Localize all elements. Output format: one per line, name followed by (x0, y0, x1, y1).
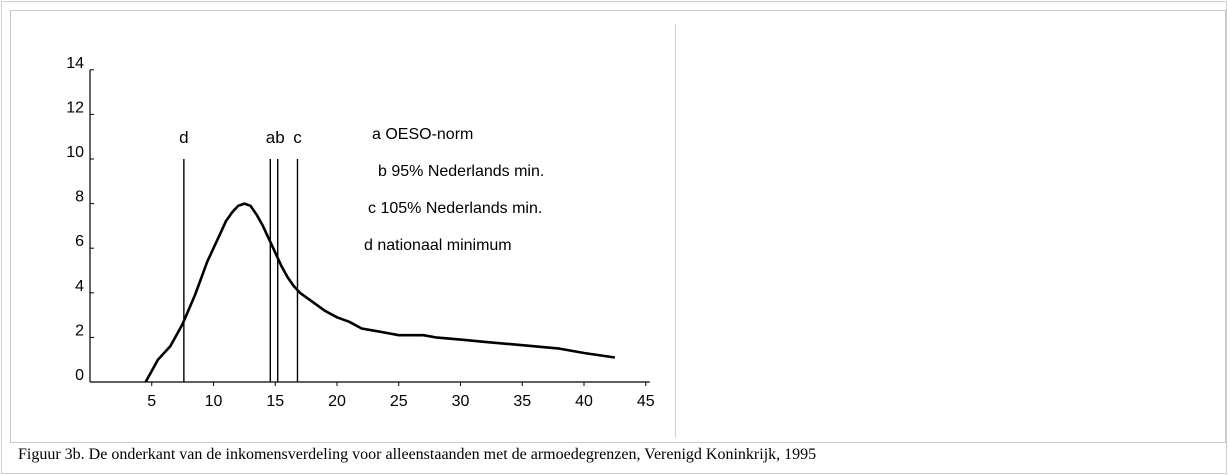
x-tick-label: 20 (328, 393, 346, 410)
y-tick-label: 10 (66, 144, 84, 161)
income-distribution-chart: 0 2 4 6 8 10 12 14 5 10 15 20 25 30 35 40 45 d ab c a OESO-n… (66, 55, 654, 410)
x-tick-label: 30 (452, 393, 470, 410)
figure-caption: Figuur 3b. De onderkant van de inkomensv… (18, 446, 817, 463)
panel-divider (675, 24, 676, 438)
y-tick-label: 8 (75, 189, 84, 206)
distribution-curve (144, 202, 616, 383)
y-tick-label: 2 (75, 322, 84, 339)
x-tick-label: 15 (266, 393, 284, 410)
x-tick-label: 5 (147, 393, 156, 410)
legend-entry: d nationaal minimum (364, 237, 512, 254)
y-tick-label: 4 (75, 278, 84, 295)
x-tick-label: 45 (637, 393, 654, 410)
y-tick-label: 6 (75, 233, 84, 250)
y-tick-label: 14 (66, 55, 84, 72)
y-tick-label: 12 (66, 99, 84, 116)
x-tick-label: 35 (513, 393, 531, 410)
legend-entry: b 95% Nederlands min. (378, 163, 544, 180)
legend-entry: c 105% Nederlands min. (368, 200, 542, 217)
threshold-label: ab (266, 128, 285, 147)
x-tick-label: 40 (575, 393, 593, 410)
x-tick-label: 25 (390, 393, 408, 410)
chart-panel (10, 10, 1226, 443)
legend-entry: a OESO-norm (372, 126, 473, 143)
x-tick-label: 10 (205, 393, 223, 410)
y-tick-label: 0 (75, 367, 84, 384)
threshold-label: d (179, 128, 188, 147)
threshold-label: c (293, 128, 302, 147)
